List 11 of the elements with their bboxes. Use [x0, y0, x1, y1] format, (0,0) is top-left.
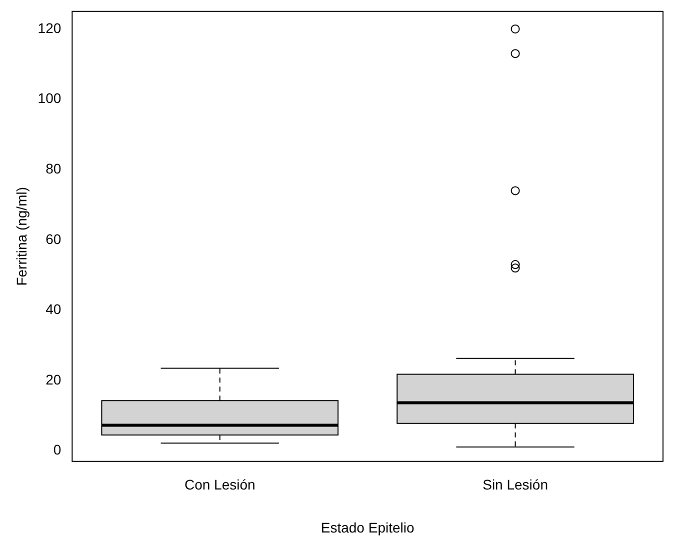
- y-tick-label: 40: [46, 301, 62, 318]
- y-axis-title: Ferritina (ng/ml): [13, 187, 30, 286]
- x-tick-label: Con Lesión: [184, 476, 256, 493]
- y-tick-label: 80: [46, 160, 62, 176]
- y-tick-label: 100: [38, 90, 62, 106]
- y-tick-label: 120: [38, 20, 62, 36]
- y-tick-label: 20: [46, 371, 62, 388]
- y-tick-label: 60: [46, 230, 62, 247]
- x-axis-title: Estado Epitelio: [320, 519, 414, 536]
- y-tick-label: 0: [53, 442, 62, 458]
- x-tick-label: Sin Lesión: [482, 476, 548, 493]
